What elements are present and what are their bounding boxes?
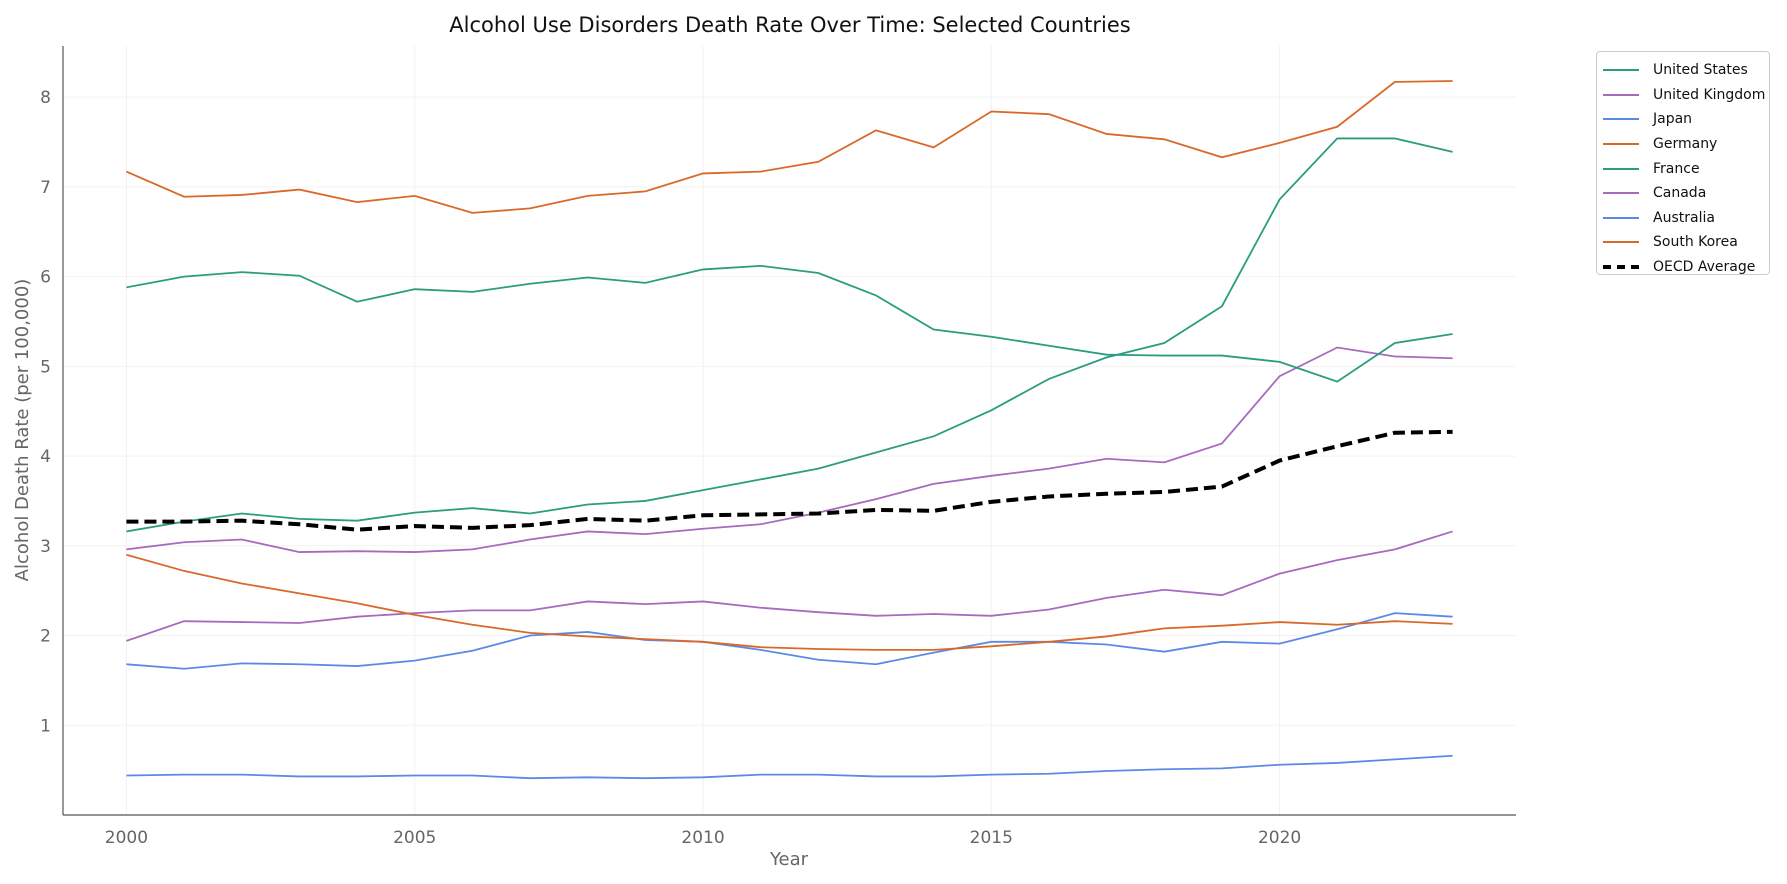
legend-item-germany: Germany	[1603, 132, 1769, 157]
y-ticks: 1 2 3 4 5 6 7 8	[40, 88, 51, 736]
y-tick-label: 5	[40, 357, 51, 377]
x-tick-label: 2015	[970, 828, 1013, 848]
x-tick-label: 2020	[1258, 828, 1301, 848]
legend-swatch	[1603, 216, 1639, 219]
x-axis-label: Year	[769, 849, 809, 870]
x-tick-label: 2010	[681, 828, 724, 848]
series-line-united-kingdom	[126, 346, 1453, 553]
legend-item-australia: Australia	[1603, 206, 1769, 231]
legend-swatch	[1603, 143, 1639, 146]
legend-swatch	[1603, 167, 1639, 170]
y-tick-label: 6	[40, 268, 51, 288]
legend-swatch	[1603, 192, 1639, 195]
y-tick-label: 2	[40, 627, 51, 647]
legend-item-canada: Canada	[1603, 181, 1769, 206]
legend-item-france: France	[1603, 156, 1769, 181]
legend-item-united-states: United States	[1603, 58, 1769, 83]
series-lines	[126, 80, 1453, 780]
legend-label: United States	[1653, 62, 1748, 79]
legend-item-oecd-average: OECD Average	[1603, 255, 1769, 280]
series-line-oecd-average	[126, 429, 1453, 532]
legend-item-south-korea: South Korea	[1603, 230, 1769, 255]
series-line-canada	[126, 530, 1453, 642]
y-tick-label: 3	[40, 537, 51, 557]
series-line-germany	[126, 80, 1453, 214]
series-line-south-korea	[126, 553, 1453, 651]
legend-label: Australia	[1653, 209, 1715, 226]
legend-item-united-kingdom: United Kingdom	[1603, 83, 1769, 108]
legend-item-japan: Japan	[1603, 107, 1769, 132]
y-axis-label: Alcohol Death Rate (per 100,000)	[12, 279, 33, 582]
y-tick-label: 4	[40, 447, 51, 467]
legend-label: South Korea	[1653, 234, 1738, 251]
grid	[63, 46, 1516, 815]
legend-label: France	[1653, 160, 1700, 177]
y-tick-label: 7	[40, 178, 51, 198]
legend-label: OECD Average	[1653, 259, 1756, 276]
chart-title: Alcohol Use Disorders Death Rate Over Ti…	[449, 13, 1130, 37]
legend-swatch	[1603, 265, 1639, 270]
legend-label: United Kingdom	[1653, 86, 1766, 103]
legend-label: Germany	[1653, 136, 1718, 153]
y-tick-label: 8	[40, 88, 51, 108]
x-tick-label: 2005	[393, 828, 436, 848]
series-line-japan	[126, 754, 1453, 780]
x-tick-label: 2000	[105, 828, 148, 848]
legend-swatch	[1603, 118, 1639, 121]
legend-swatch	[1603, 69, 1639, 72]
y-tick-label: 1	[40, 716, 51, 736]
legend-swatch	[1603, 93, 1639, 96]
legend: United States United Kingdom Japan Germany F…	[1596, 51, 1770, 275]
legend-label: Japan	[1653, 111, 1693, 128]
series-line-united-states	[126, 137, 1453, 533]
series-line-australia	[126, 612, 1453, 670]
series-line-france	[126, 264, 1453, 383]
x-ticks: 2000 2005 2010 2015 2020	[105, 828, 1301, 848]
legend-swatch	[1603, 241, 1639, 244]
legend-label: Canada	[1653, 185, 1707, 202]
